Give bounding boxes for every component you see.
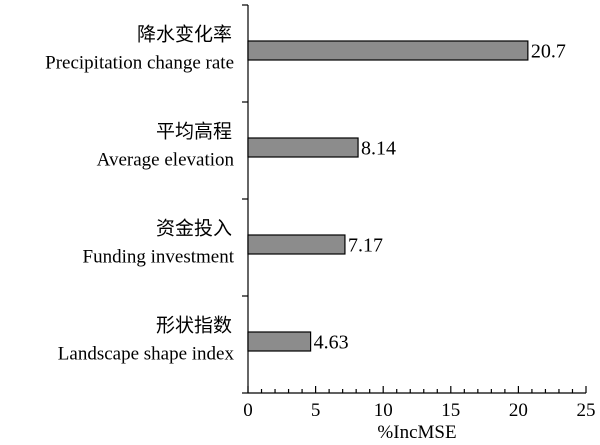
bar bbox=[247, 137, 359, 158]
bar bbox=[247, 331, 312, 352]
category-label-en: Average elevation bbox=[97, 150, 235, 171]
x-tick-label: 10 bbox=[374, 400, 393, 421]
x-tick-label: 20 bbox=[509, 400, 528, 421]
value-labels: 20.7 8.14 7.17 4.63 bbox=[314, 41, 566, 354]
value-label: 20.7 bbox=[531, 41, 566, 63]
value-label: 7.17 bbox=[348, 235, 383, 257]
bar bbox=[247, 40, 529, 61]
x-tick-label: 0 bbox=[243, 400, 253, 421]
x-axis-ticks bbox=[247, 386, 587, 393]
category-label-cn: 降水变化率 bbox=[137, 24, 232, 46]
bar bbox=[247, 234, 346, 255]
x-tick-label: 25 bbox=[577, 400, 596, 421]
y-axis-ticks bbox=[242, 4, 248, 394]
x-tick-labels: 0 5 10 15 20 25 bbox=[243, 400, 595, 421]
category-label-en: Funding investment bbox=[83, 247, 235, 268]
x-tick-label: 5 bbox=[311, 400, 321, 421]
category-label-cn: 形状指数 bbox=[156, 315, 232, 337]
category-label-en: Precipitation change rate bbox=[45, 53, 234, 74]
category-label-cn: 平均高程 bbox=[156, 121, 232, 143]
category-label-en: Landscape shape index bbox=[58, 344, 235, 365]
value-label: 4.63 bbox=[314, 332, 349, 354]
bars bbox=[247, 40, 529, 352]
x-tick-label: 15 bbox=[441, 400, 460, 421]
category-labels: 降水变化率 Precipitation change rate 平均高程 Averag… bbox=[45, 24, 235, 365]
value-label: 8.14 bbox=[361, 138, 396, 160]
x-axis-title: %IncMSE bbox=[377, 422, 456, 443]
category-label-cn: 资金投入 bbox=[156, 218, 232, 240]
